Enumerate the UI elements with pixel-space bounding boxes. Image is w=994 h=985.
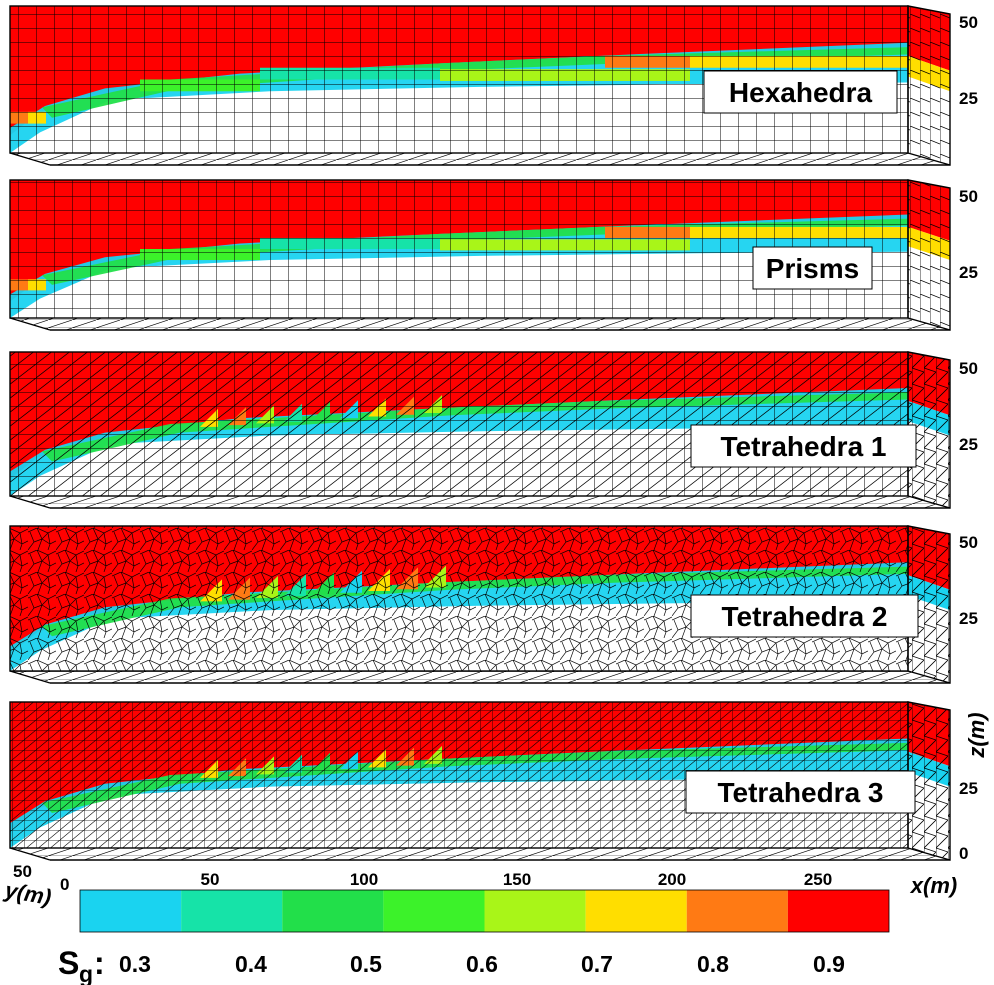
- legend-color-swatch: [787, 890, 889, 932]
- panel-bottom-mesh: [10, 496, 950, 508]
- panel-bottom-edge-left: [9, 670, 51, 684]
- panel-tetrahedra-unstructured: Tetrahedra 2 50 25: [9, 525, 978, 684]
- legend-color-swatch: [181, 890, 283, 932]
- z-axis-tick-label: 25: [959, 89, 978, 108]
- y-axis-tick-label: 50: [13, 862, 32, 881]
- y-axis-tick-label: 0: [60, 875, 69, 894]
- panel-side-mesh: [908, 702, 950, 860]
- x-axis-tick-label: 100: [350, 870, 378, 889]
- panel-bottom-edge-left: [9, 495, 51, 509]
- z-axis-tick-label: 25: [959, 779, 978, 798]
- panel-bottom-edge-left: [9, 152, 51, 166]
- legend-tick-label: 0.8: [697, 951, 729, 977]
- legend-title-subscript: g: [79, 961, 93, 985]
- x-axis-tick-label: 50: [201, 870, 220, 889]
- panel-side-mesh: [908, 526, 950, 683]
- legend-color-swatch: [585, 890, 687, 932]
- legend-color-swatch: [282, 890, 384, 932]
- mesh-label-box: Tetrahedra 1: [690, 424, 917, 468]
- legend-title-colon: :: [94, 945, 105, 981]
- legend-color-swatch: [686, 890, 788, 932]
- panel-mesh-grid: [10, 352, 908, 496]
- z-axis-tick-label: 25: [959, 435, 978, 454]
- mesh-label-box: Prisms: [752, 246, 873, 290]
- panel-bottom-mesh: [10, 318, 950, 330]
- legend-tick-label: 0.6: [466, 951, 498, 977]
- mesh-label-background: [703, 70, 898, 114]
- legend-tick-label: 0.9: [813, 951, 845, 977]
- panel-bottom-mesh: [10, 848, 950, 860]
- panel-tetrahedra-refined: Tetrahedra 3 25 0: [9, 701, 978, 863]
- panel-tetrahedra-structured: Tetrahedra 1 50 25: [9, 351, 978, 509]
- panel-side-mesh: [908, 180, 950, 330]
- z-axis-title: z(m): [964, 712, 989, 758]
- x-axis-tick-label: 250: [804, 870, 832, 889]
- legend-color-swatch: [383, 890, 485, 932]
- legend-color-swatch: [484, 890, 586, 932]
- legend-title-symbol: S: [58, 945, 79, 981]
- mesh-label: Tetrahedra 1: [721, 431, 887, 462]
- mesh-label-background: [690, 594, 919, 638]
- mesh-label-background: [752, 246, 873, 290]
- panel-bottom-mesh: [10, 153, 950, 165]
- x-axis-tick-label: 200: [658, 870, 686, 889]
- panel-bottom-edge-left: [9, 847, 51, 861]
- z-axis-tick-label: 50: [959, 359, 978, 378]
- x-axis-tick-label: 150: [503, 870, 531, 889]
- z-axis-tick-label: 25: [959, 609, 978, 628]
- mesh-label: Prisms: [766, 253, 859, 284]
- panel-bottom-mesh: [10, 671, 950, 683]
- legend-tick-label: 0.7: [581, 951, 613, 977]
- z-axis-tick-label: 50: [959, 533, 978, 552]
- legend-tick-label: 0.3: [119, 951, 151, 977]
- mesh-label-box: Tetrahedra 2: [690, 594, 919, 638]
- z-axis-tick-label: 25: [959, 263, 978, 282]
- legend-tick-label: 0.5: [350, 951, 382, 977]
- mesh-label: Hexahedra: [729, 77, 873, 108]
- panel-prisms: Prisms 50 25: [9, 179, 978, 331]
- mesh-label-background: [685, 770, 916, 814]
- z-axis-tick-label: 50: [959, 13, 978, 32]
- legend-color-swatch: [80, 890, 182, 932]
- legend-colorbar-border: [79, 889, 890, 933]
- y-axis-title: y(m): [2, 877, 53, 910]
- panel-side-mesh: [908, 6, 950, 165]
- z-axis-tick-label: 0: [959, 844, 968, 863]
- panel-bottom-edge-left: [9, 317, 51, 331]
- panel-side-mesh: [908, 352, 950, 508]
- legend-tick-label: 0.4: [235, 951, 267, 977]
- mesh-label: Tetrahedra 2: [722, 601, 888, 632]
- z-axis-tick-label: 50: [959, 187, 978, 206]
- mesh-label: Tetrahedra 3: [718, 777, 884, 808]
- mesh-label-background: [690, 424, 917, 468]
- panel-hexahedra: Hexahedra 50 25: [9, 5, 978, 166]
- mesh-label-box: Tetrahedra 3: [685, 770, 916, 814]
- x-axis-title: x(m): [910, 873, 957, 898]
- mesh-label-box: Hexahedra: [703, 70, 898, 114]
